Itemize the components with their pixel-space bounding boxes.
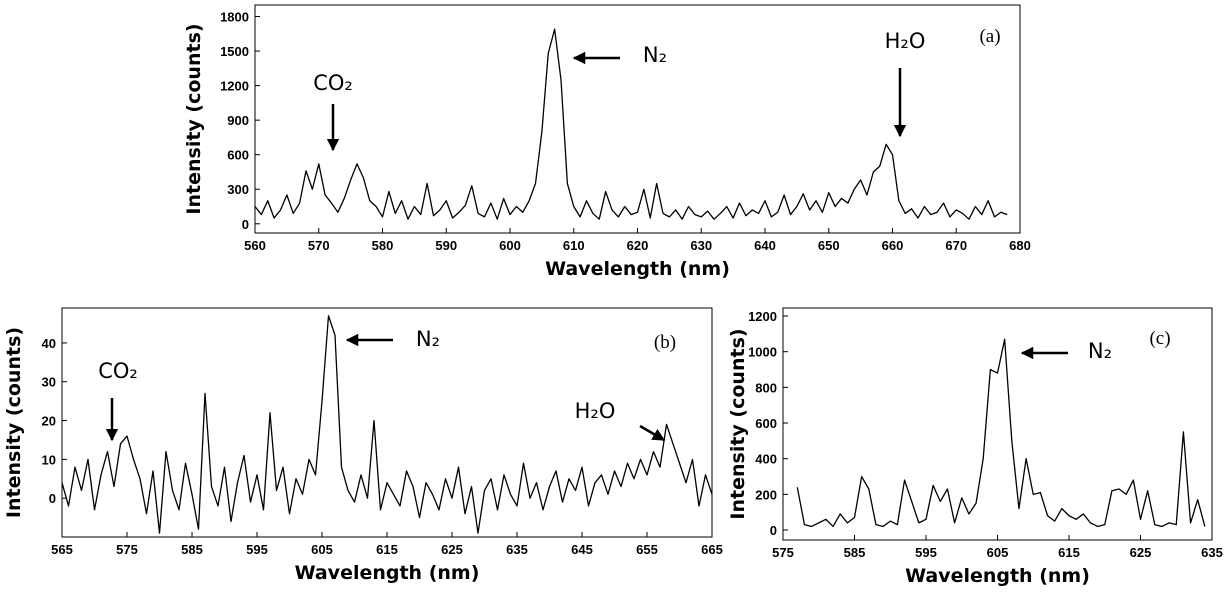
x-tick-label: 680: [1009, 238, 1031, 253]
x-tick-label: 650: [818, 238, 840, 253]
y-tick-label: 400: [755, 452, 777, 467]
y-tick-label: 0: [49, 491, 56, 506]
spectrum-line: [61, 315, 713, 534]
y-tick-label: 1800: [220, 10, 249, 25]
annotation-arrow: [639, 424, 666, 442]
x-tick-label: 580: [372, 238, 394, 253]
panel-label: (b): [654, 332, 676, 353]
y-tick-label: 900: [227, 113, 249, 128]
y-tick-label: 1200: [748, 309, 777, 324]
x-tick-label: 640: [754, 238, 776, 253]
y-tick-label: 0: [770, 523, 777, 538]
x-axis-label: Wavelength (nm): [905, 565, 1090, 587]
y-tick-label: 10: [42, 452, 56, 467]
panel-label: (c): [1149, 328, 1170, 349]
y-axis-label: Intensity (counts): [3, 327, 25, 518]
x-tick-label: 605: [311, 542, 333, 557]
x-tick-label: 605: [987, 545, 1009, 560]
annotation: H₂O: [885, 29, 926, 53]
x-tick-label: 630: [690, 238, 712, 253]
y-axis-label: Intensity (counts): [727, 328, 749, 519]
annotation: H₂O: [575, 399, 616, 423]
y-tick-label: 40: [42, 336, 56, 351]
y-tick-label: 1500: [220, 44, 249, 59]
annotation: CO₂: [98, 359, 138, 383]
panel-label: (a): [979, 26, 1000, 47]
y-tick-label: 600: [227, 148, 249, 163]
x-tick-label: 625: [1130, 545, 1152, 560]
x-tick-label: 570: [308, 238, 330, 253]
y-tick-label: 30: [42, 375, 56, 390]
x-axis-label: Wavelength (nm): [295, 562, 480, 584]
x-tick-label: 610: [563, 238, 585, 253]
x-tick-label: 615: [376, 542, 398, 557]
panel: 575 585 595 605 615 625 635 0 200 400 600 800 1000 12…: [727, 307, 1223, 587]
x-tick-label: 670: [945, 238, 967, 253]
x-axis-label: Wavelength (nm): [545, 258, 730, 280]
spectrum-line: [254, 28, 1008, 220]
plot-frame: [782, 307, 1213, 541]
y-tick-label: 800: [755, 380, 777, 395]
y-tick-label: 0: [242, 217, 249, 232]
annotation: N₂: [643, 43, 667, 67]
x-tick-label: 575: [772, 545, 794, 560]
panel: 560 570 580 590 600 610 620 630 640 650 660 670 680 0…: [183, 4, 1031, 280]
x-tick-label: 590: [435, 238, 457, 253]
x-tick-label: 585: [181, 542, 203, 557]
annotation: N₂: [1088, 339, 1112, 363]
y-tick-label: 300: [227, 182, 249, 197]
x-tick-label: 595: [915, 545, 937, 560]
x-tick-label: 560: [244, 238, 266, 253]
x-tick-label: 600: [499, 238, 521, 253]
x-tick-label: 585: [844, 545, 866, 560]
y-tick-label: 1000: [748, 345, 777, 360]
x-tick-label: 645: [571, 542, 593, 557]
panel: 565 575 585 595 605 615 625 635 645 655 665 0 10 20 30…: [3, 307, 723, 584]
x-tick-label: 660: [882, 238, 904, 253]
x-tick-label: 615: [1058, 545, 1080, 560]
annotation: N₂: [416, 327, 440, 351]
y-tick-label: 1200: [220, 79, 249, 94]
y-axis-label: Intensity (counts): [183, 23, 205, 214]
y-tick-label: 200: [755, 487, 777, 502]
x-tick-label: 665: [701, 542, 723, 557]
x-tick-label: 625: [441, 542, 463, 557]
x-tick-label: 620: [627, 238, 649, 253]
x-tick-label: 565: [51, 542, 73, 557]
x-tick-label: 635: [506, 542, 528, 557]
spectrum-line: [796, 338, 1206, 528]
y-tick-label: 20: [42, 414, 56, 429]
y-tick-label: 600: [755, 416, 777, 431]
annotation: CO₂: [313, 71, 353, 95]
x-tick-label: 655: [636, 542, 658, 557]
x-tick-label: 635: [1201, 545, 1223, 560]
x-tick-label: 575: [116, 542, 138, 557]
x-tick-label: 595: [246, 542, 268, 557]
